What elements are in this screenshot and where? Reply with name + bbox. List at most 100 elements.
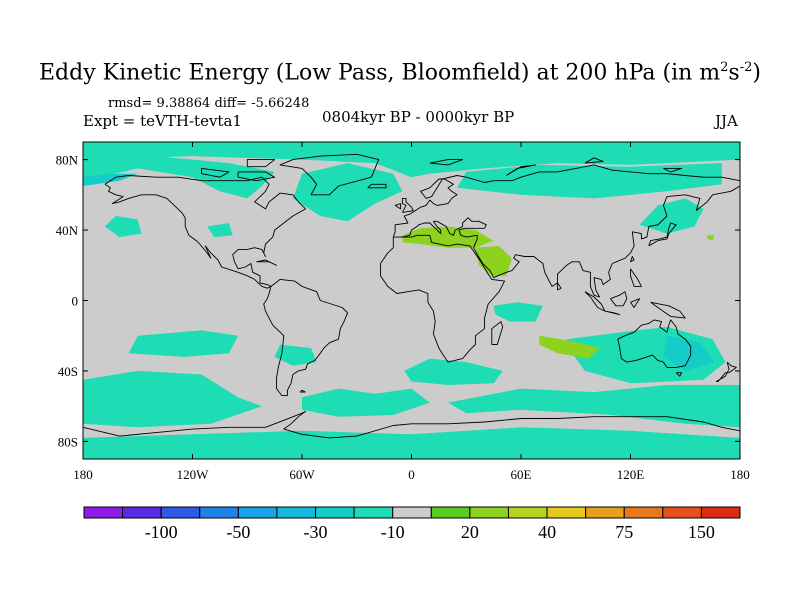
coastline-segment: [83, 410, 740, 439]
coastline-segment: [715, 361, 737, 382]
x-tick-label: 0: [408, 467, 415, 482]
region-siberia: [457, 163, 722, 199]
coastline-segment: [256, 259, 277, 266]
colorbar-swatch: [546, 506, 587, 519]
y-tick-label: 40N: [56, 223, 79, 238]
coastline-segment: [584, 157, 604, 164]
colorbar-swatch: [700, 506, 741, 519]
colorbar-swatch: [160, 506, 201, 519]
region-arctic-band: [83, 142, 740, 178]
stats-line: rmsd= 9.38864 diff= -5.66248: [108, 96, 310, 111]
coastline-segment: [604, 310, 620, 316]
chart-title: Eddy Kinetic Energy (Low Pass, Bloomfiel…: [0, 60, 800, 85]
coastline-segment: [279, 153, 380, 196]
title-unit-s: s: [728, 60, 740, 86]
region-pacific-patch: [207, 223, 233, 238]
coastline-segment: [630, 268, 642, 287]
region-nz-green: [707, 235, 715, 241]
coastline-segment: [392, 164, 740, 238]
region-east-russia-darker: [83, 173, 138, 186]
region-south-pacific: [128, 330, 239, 357]
colorbar-swatch: [315, 506, 355, 519]
y-tick-label: 40S: [58, 364, 78, 379]
season-label: JJA: [715, 112, 738, 130]
region-west-pacific: [104, 216, 142, 238]
region-north-atlantic: [292, 163, 403, 222]
title-superscript-m: 2: [720, 60, 729, 75]
colorbar-label: 20: [461, 522, 479, 542]
colorbar-swatch: [276, 506, 317, 519]
region-antarctic-band: [83, 427, 740, 459]
coastline-segment: [201, 167, 230, 178]
colorbar-swatch: [507, 506, 548, 519]
colorbar-swatch: [83, 506, 124, 519]
colorbar-swatch: [585, 506, 625, 519]
colorbar-swatch: [199, 506, 239, 519]
title-main: Eddy Kinetic Energy (Low Pass, Bloomfiel…: [39, 60, 721, 86]
coastline-segment: [630, 298, 641, 308]
coastline-segment: [663, 167, 683, 173]
region-mediterranean: [402, 226, 494, 248]
coastline-segment: [650, 301, 686, 319]
coastline-segment: [394, 203, 402, 210]
colorbar-label: 40: [538, 522, 556, 542]
coastlines: [83, 153, 740, 439]
colorbar-swatch: [623, 506, 664, 519]
coastline-segment: [491, 321, 504, 345]
colorbar-label: 150: [688, 522, 715, 542]
colorbar-swatch: [662, 506, 702, 519]
x-tick-label: 60E: [511, 467, 532, 482]
region-arabian-sea: [493, 302, 543, 322]
colorbar-label: -10: [381, 522, 405, 542]
title-close: ): [752, 60, 761, 86]
coastline-segment: [400, 185, 740, 298]
x-tick-label: 120E: [617, 467, 645, 482]
colorbar-label: 75: [615, 522, 633, 542]
y-tick-label: 0: [72, 294, 79, 309]
region-australia-darker: [663, 335, 715, 371]
coastline-segment: [610, 291, 628, 307]
coastline-segment: [617, 319, 692, 368]
x-tick-label: 180: [73, 467, 93, 482]
region-south-america-east: [274, 344, 317, 366]
coastline-segment: [557, 282, 562, 291]
x-tick-label: 120W: [177, 467, 210, 482]
coastline-segment: [246, 159, 276, 168]
coastline-segment: [380, 234, 506, 363]
coastline-segment: [104, 175, 307, 289]
colorbar-swatch: [392, 506, 432, 519]
x-tick-label: 60W: [289, 467, 315, 482]
coastline-segment: [401, 197, 414, 213]
coastline-segment: [299, 389, 306, 393]
coastline-segment: [630, 256, 635, 263]
colorbar-swatch: [469, 506, 509, 519]
title-superscript-s: -2: [739, 60, 753, 75]
colorbar-swatch: [122, 506, 162, 519]
x-tick-label: 180: [730, 467, 750, 482]
coastline-segment: [237, 171, 276, 182]
colorbar-label: -50: [226, 522, 250, 542]
region-north-pacific: [83, 152, 275, 199]
y-tick-label: 80N: [56, 153, 79, 168]
y-tick-label: 80S: [58, 434, 78, 449]
coastline-segment: [429, 159, 464, 166]
coastline-segment: [675, 372, 683, 377]
colorbar-label: -100: [145, 522, 178, 542]
map-axes: 180 120W 60W 0 60E 120E 180 80N 40N 0 40S 80S: [56, 142, 750, 482]
period-label: 0804kyr BP - 0000kyr BP: [322, 108, 515, 126]
coastline-segment: [367, 183, 387, 189]
region-southern-ocean-atlantic: [302, 388, 430, 417]
coastline-segment: [263, 278, 349, 397]
region-southern-ocean-west: [83, 370, 262, 428]
region-south-indian-green: [539, 335, 600, 359]
colorbar-swatch: [430, 506, 471, 519]
region-south-indian: [404, 358, 503, 385]
colorbar-label: -30: [304, 522, 328, 542]
coastline-segment: [506, 164, 537, 176]
colorbar-swatch: [237, 506, 278, 519]
experiment-label: Expt = teVTH-tevta1: [83, 112, 242, 130]
coastline-segment: [648, 222, 677, 247]
colorbar-swatch: [353, 506, 394, 519]
